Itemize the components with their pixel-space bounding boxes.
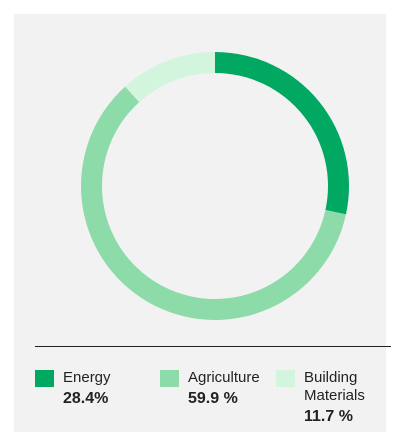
legend-swatch [160, 370, 179, 387]
value-label: 28.4% [63, 390, 109, 407]
value-label: 11.7 % [304, 408, 353, 425]
value-label: 59.9 % [188, 390, 238, 407]
legend-label: Agriculture [188, 369, 260, 386]
legend-item: Agriculture 59.9 % [160, 369, 260, 408]
legend-text: Building Materials 11.7 % [304, 369, 368, 426]
divider [35, 346, 391, 347]
legend-item: Energy 28.4% [35, 369, 125, 408]
legend-item: Building Materials 11.7 % [276, 369, 368, 426]
donut-segment [80, 86, 346, 321]
legend-swatch [35, 370, 54, 387]
donut-segment [215, 52, 349, 215]
legend-text: Energy 28.4% [63, 369, 125, 408]
legend-text: Agriculture 59.9 % [188, 369, 260, 408]
legend-label: Energy [63, 369, 111, 386]
legend-swatch [276, 370, 295, 387]
donut-segment [125, 52, 215, 103]
legend-label: Building Materials [304, 369, 365, 404]
chart [80, 52, 349, 321]
